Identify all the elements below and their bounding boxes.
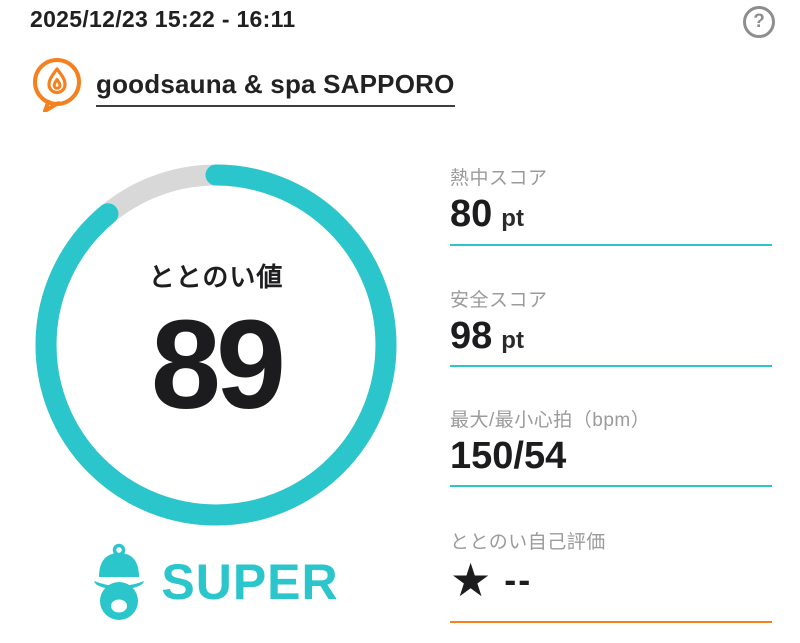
stat-value: 150/54 (450, 435, 567, 477)
totonoi-gauge: ととのい値 89 (28, 157, 404, 533)
rating-label: SUPER (161, 554, 339, 610)
stat-safety-score: 安全スコア 98 pt (450, 272, 772, 367)
stat-unit: pt (501, 205, 524, 232)
stat-value: 80 (450, 193, 493, 235)
stat-unit: pt (501, 327, 524, 354)
gauge-title: ととのい値 (148, 262, 284, 292)
star-icon: ★ (450, 553, 492, 607)
stat-value: 98 (450, 315, 493, 357)
stat-heart-rate: 最大/最小心拍（bpm） 150/54 (450, 392, 772, 487)
venue-name-link[interactable]: goodsauna & spa SAPPORO (96, 69, 455, 107)
stat-self-rating: ととのい自己評価 ★ -- (450, 514, 772, 623)
stat-label: 熱中スコア (450, 168, 548, 189)
help-button[interactable]: ? (743, 6, 775, 38)
flame-pin-icon (28, 56, 86, 112)
self-rating-value: -- (504, 559, 533, 600)
gauge-score: 89 (150, 294, 286, 435)
gauge-progress (35, 164, 397, 526)
rating-row: SUPER (0, 543, 432, 621)
stat-label: ととのい自己評価 (450, 532, 606, 553)
sauna-hat-face-icon (93, 543, 145, 621)
stat-heat-score: 熱中スコア 80 pt (450, 150, 772, 246)
stat-label: 安全スコア (450, 290, 548, 311)
stat-label: 最大/最小心拍（bpm） (450, 410, 651, 431)
venue-row: goodsauna & spa SAPPORO (28, 56, 455, 112)
question-mark-icon: ? (753, 11, 765, 32)
session-datetime: 2025/12/23 15:22 - 16:11 (30, 6, 296, 32)
